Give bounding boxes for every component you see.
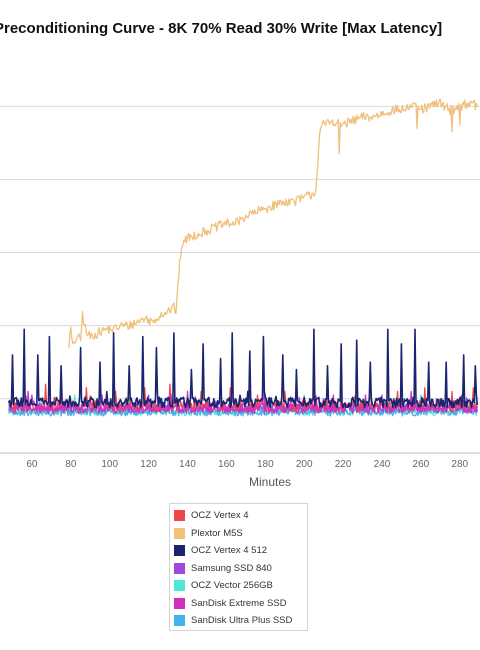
- legend-item[interactable]: SanDisk Extreme SSD: [174, 595, 307, 613]
- legend-swatch: [174, 510, 185, 522]
- legend: OCZ Vertex 4 Plextor M5S OCZ Vertex 4 512 S…: [169, 503, 308, 631]
- legend-item[interactable]: Samsung SSD 840: [174, 560, 307, 578]
- legend-label: OCZ Vertex 4: [191, 510, 249, 522]
- legend-swatch: [174, 580, 185, 592]
- legend-swatch: [174, 597, 185, 609]
- chart-title: Preconditioning Curve - 8K 70% Read 30% …: [0, 20, 443, 37]
- x-tick-label: 260: [413, 459, 430, 470]
- series-line-plextor-m5s: [68, 98, 478, 348]
- series-line-ocz-vertex-4-512: [7, 328, 479, 409]
- legend-item[interactable]: OCZ Vertex 4: [174, 507, 307, 525]
- series-line-sandisk-extreme-ssd: [8, 339, 478, 414]
- legend-item[interactable]: Plextor M5S: [174, 525, 307, 543]
- x-tick-label: 220: [335, 459, 352, 470]
- x-tick-label: 80: [65, 459, 77, 470]
- legend-label: OCZ Vector 256GB: [191, 580, 273, 592]
- x-tick-label: 140: [179, 459, 196, 470]
- x-tick-label: 240: [374, 459, 391, 470]
- legend-label: Plextor M5S: [191, 527, 243, 539]
- legend-swatch: [174, 615, 185, 627]
- legend-label: SanDisk Extreme SSD: [191, 597, 287, 609]
- legend-swatch: [174, 562, 185, 574]
- x-tick-label: 200: [296, 459, 313, 470]
- x-tick-label: 120: [140, 459, 157, 470]
- x-tick-label: 160: [218, 459, 235, 470]
- legend-item[interactable]: SanDisk Ultra Plus SSD: [174, 612, 307, 630]
- legend-label: SanDisk Ultra Plus SSD: [191, 615, 293, 627]
- legend-label: Samsung SSD 840: [191, 562, 272, 574]
- x-tick-label: 280: [451, 459, 468, 470]
- legend-swatch: [174, 527, 185, 539]
- legend-label: OCZ Vertex 4 512: [191, 545, 268, 557]
- legend-swatch: [174, 545, 185, 557]
- x-tick-label: 100: [101, 459, 118, 470]
- legend-item[interactable]: OCZ Vector 256GB: [174, 577, 307, 595]
- x-tick-label: 60: [26, 459, 38, 470]
- x-tick-label: 180: [257, 459, 274, 470]
- legend-item[interactable]: OCZ Vertex 4 512: [174, 542, 307, 560]
- x-axis-label: Minutes: [249, 475, 291, 489]
